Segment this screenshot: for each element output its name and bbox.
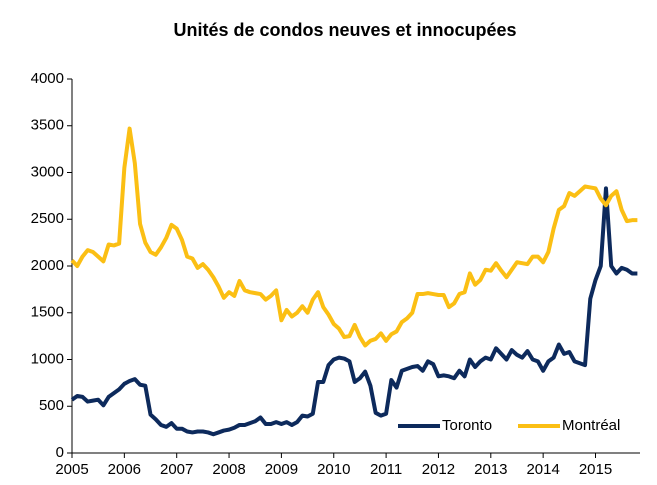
y-tick-label: 0 [56,444,64,461]
y-tick-label: 1500 [31,304,64,321]
legend-label: Toronto [442,417,492,434]
x-tick-label: 2006 [108,461,141,478]
y-tick-label: 3000 [31,163,64,180]
chart-title: Unités de condos neuves et innocupées [173,20,516,40]
y-tick-label: 2500 [31,210,64,227]
x-tick-label: 2013 [474,461,507,478]
x-tick-label: 2009 [265,461,298,478]
y-tick-label: 4000 [31,70,64,87]
legend-label: Montréal [562,417,620,434]
x-tick-label: 2015 [579,461,612,478]
series-line [70,126,638,348]
x-tick-label: 2011 [370,461,402,478]
series-line [70,186,638,437]
x-tick-label: 2012 [422,461,455,478]
x-tick-label: 2005 [55,461,88,478]
y-tick-label: 2000 [31,257,64,274]
x-tick-label: 2007 [160,461,193,478]
x-tick-label: 2008 [212,461,245,478]
x-tick-label: 2014 [526,461,559,478]
x-tick-label: 2010 [317,461,350,478]
y-tick-label: 3500 [31,117,64,134]
y-tick-label: 500 [39,397,64,414]
y-tick-label: 1000 [31,350,64,367]
